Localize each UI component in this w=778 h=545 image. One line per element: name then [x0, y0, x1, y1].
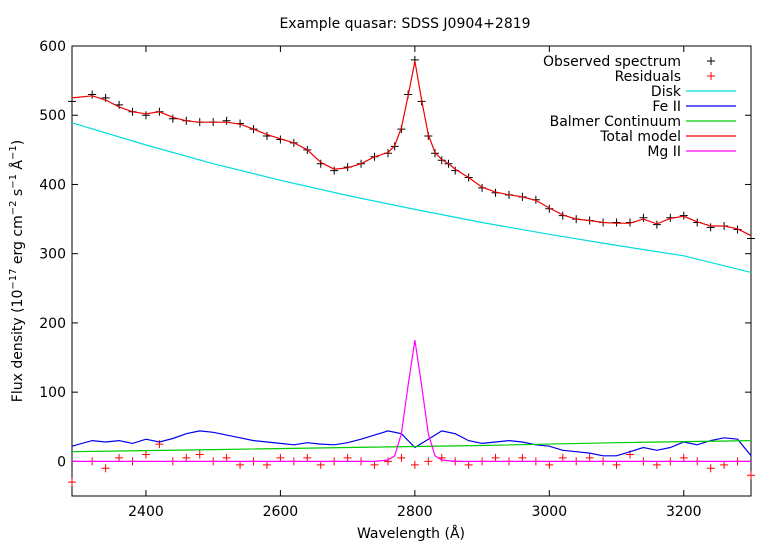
x-tick-label: 2600	[263, 504, 299, 520]
series-line	[71, 430, 752, 457]
data-point	[397, 453, 406, 462]
data-point	[518, 453, 527, 462]
data-point	[585, 453, 594, 462]
data-point	[222, 116, 231, 125]
data-point	[141, 111, 150, 120]
y-label-mid3: Å	[9, 160, 26, 174]
y-tick-label: 400	[39, 177, 66, 193]
y-tick-label: 100	[39, 385, 66, 401]
legend-label: Disk	[651, 84, 682, 100]
data-point	[545, 204, 554, 213]
data-point	[195, 450, 204, 459]
data-point	[330, 166, 339, 175]
y-label-exp2: −2	[8, 201, 19, 216]
chart-title: Example quasar: SDSS J0904+2819	[279, 16, 530, 32]
legend-label: Total model	[599, 129, 681, 145]
data-point	[747, 471, 755, 480]
series-line	[71, 440, 752, 453]
y-axis-label: Flux density (10−17 erg cm−2 s−1 Å−1)	[8, 140, 26, 402]
y-label-mid1: erg cm	[10, 215, 26, 268]
series-line	[71, 61, 752, 237]
legend-swatch	[707, 57, 715, 65]
data-point	[545, 460, 554, 469]
data-point	[437, 156, 446, 165]
y-label-exp3: −1	[8, 174, 19, 189]
series-balmer-continuum	[71, 440, 752, 453]
data-point	[679, 453, 688, 462]
x-tick-label: 2800	[397, 504, 433, 520]
y-axis: 0 100 200 300 400 500 600	[39, 39, 751, 470]
y-label-prefix: Flux density (10	[10, 290, 26, 403]
data-point	[182, 453, 191, 462]
y-tick-label: 600	[39, 39, 66, 55]
legend-label: Residuals	[615, 69, 681, 85]
data-point	[733, 225, 742, 234]
data-point	[343, 453, 352, 462]
data-point	[276, 453, 285, 462]
y-label-suffix: )	[10, 140, 26, 145]
legend-label: Fe II	[652, 99, 681, 115]
y-tick-label: 300	[39, 247, 66, 263]
data-point	[68, 97, 76, 106]
data-point	[558, 453, 567, 462]
data-point	[262, 460, 271, 469]
series-mg-ii	[72, 340, 751, 462]
y-tick-label: 0	[57, 454, 66, 470]
data-point	[652, 220, 661, 229]
series-line	[71, 122, 752, 273]
data-point	[101, 93, 110, 102]
data-point	[236, 460, 245, 469]
y-label-exp4: −1	[8, 145, 19, 160]
data-point	[706, 223, 715, 232]
x-axis: 2400 2600 2800 3000 3200	[128, 46, 702, 520]
data-point	[720, 460, 729, 469]
y-tick-label: 200	[39, 316, 66, 332]
plot-frame	[71, 45, 752, 497]
x-axis-label: Wavelength (Å)	[357, 525, 465, 542]
series-disk	[71, 122, 752, 273]
series-fe-ii	[71, 430, 752, 457]
data-point	[612, 460, 621, 469]
legend-label: Mg II	[647, 144, 681, 160]
data-point	[303, 453, 312, 462]
x-tick-label: 3200	[666, 504, 702, 520]
data-point	[410, 460, 419, 469]
data-point	[639, 213, 648, 222]
x-tick-label: 2400	[128, 504, 164, 520]
data-point	[370, 460, 379, 469]
data-point	[141, 450, 150, 459]
data-point	[115, 453, 124, 462]
data-point	[464, 460, 473, 469]
data-point	[101, 464, 110, 473]
y-tick-label: 500	[39, 108, 66, 124]
legend-label: Observed spectrum	[543, 54, 681, 70]
data-point	[679, 211, 688, 220]
y-label-mid2: s	[10, 189, 26, 201]
data-point	[747, 234, 755, 243]
data-point	[491, 453, 500, 462]
data-point	[383, 457, 392, 466]
data-point	[424, 457, 433, 466]
series-total-model	[71, 61, 752, 237]
series-line	[72, 340, 751, 462]
data-point	[222, 453, 231, 462]
data-point	[168, 114, 177, 123]
y-label-exp1: −17	[8, 269, 19, 290]
data-point	[652, 460, 661, 469]
x-tick-label: 3000	[531, 504, 567, 520]
data-point	[706, 464, 715, 473]
data-point	[68, 478, 76, 487]
legend-label: Balmer Continuum	[550, 114, 681, 130]
legend-swatch	[707, 72, 715, 80]
data-point	[88, 90, 97, 99]
data-point	[316, 460, 325, 469]
series-layer	[68, 55, 755, 487]
